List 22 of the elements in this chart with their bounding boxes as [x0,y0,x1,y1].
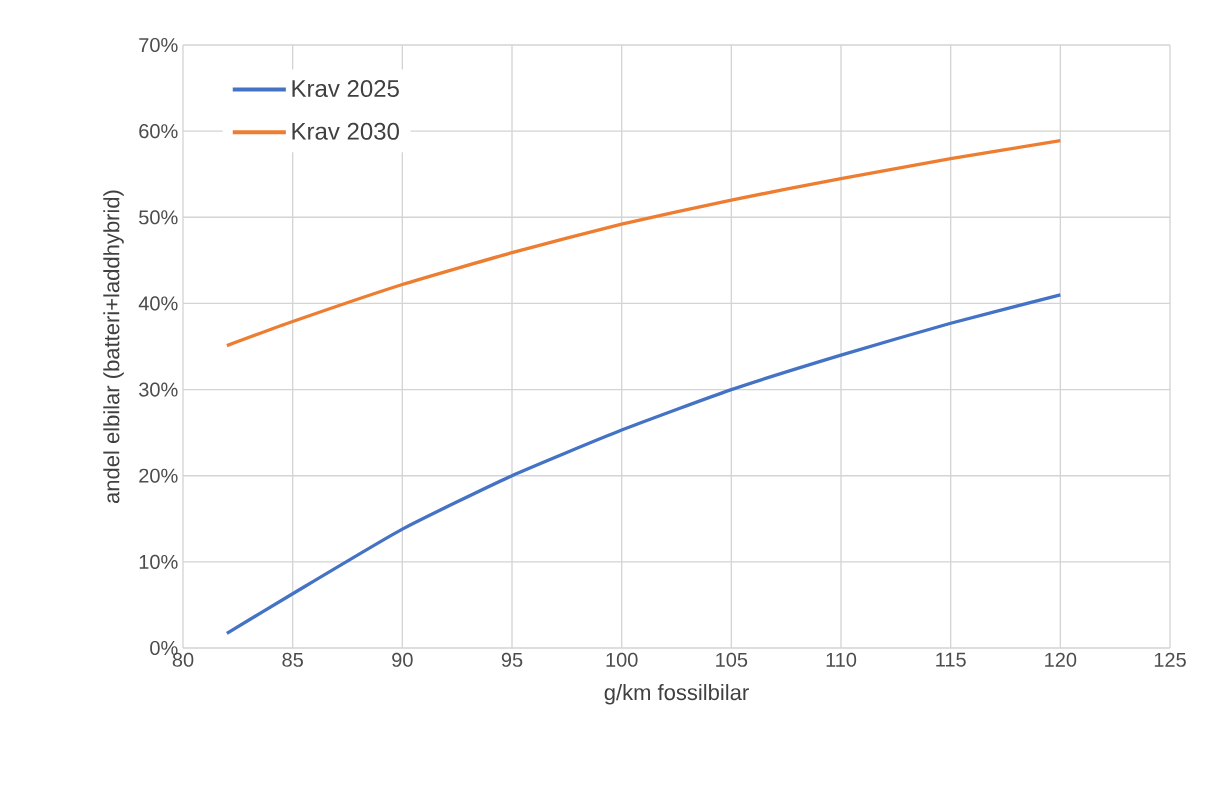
x-tick-label: 100 [606,652,638,667]
y-tick-label: 10% [139,554,178,569]
y-tick-label: 30% [139,382,178,397]
x-tick-label: 85 [282,652,303,667]
x-tick-label: 105 [716,652,748,667]
line-series [225,138,1063,348]
line-series [225,293,1063,636]
x-tick-label: 95 [501,652,523,667]
y-tick-label: 70% [139,37,178,53]
x-tick-label: 125 [1154,652,1186,667]
legend-label: Krav 2025 [292,80,399,98]
x-tick-label: 120 [1045,652,1077,667]
y-tick-label: 60% [139,124,178,139]
y-axis-title: andel elbilar (batteri+laddhybrid) [103,190,124,504]
y-tick-label: 40% [138,296,178,311]
legend-label: Krav 2030 [292,122,399,140]
y-tick-label: 20% [139,468,178,483]
x-tick-label: 115 [936,652,966,667]
x-axis-title: g/km fossilbilar [604,684,749,705]
x-tick-label: 90 [392,652,413,667]
y-tick-label: 50% [139,210,178,225]
x-tick-label: 110 [826,652,857,667]
